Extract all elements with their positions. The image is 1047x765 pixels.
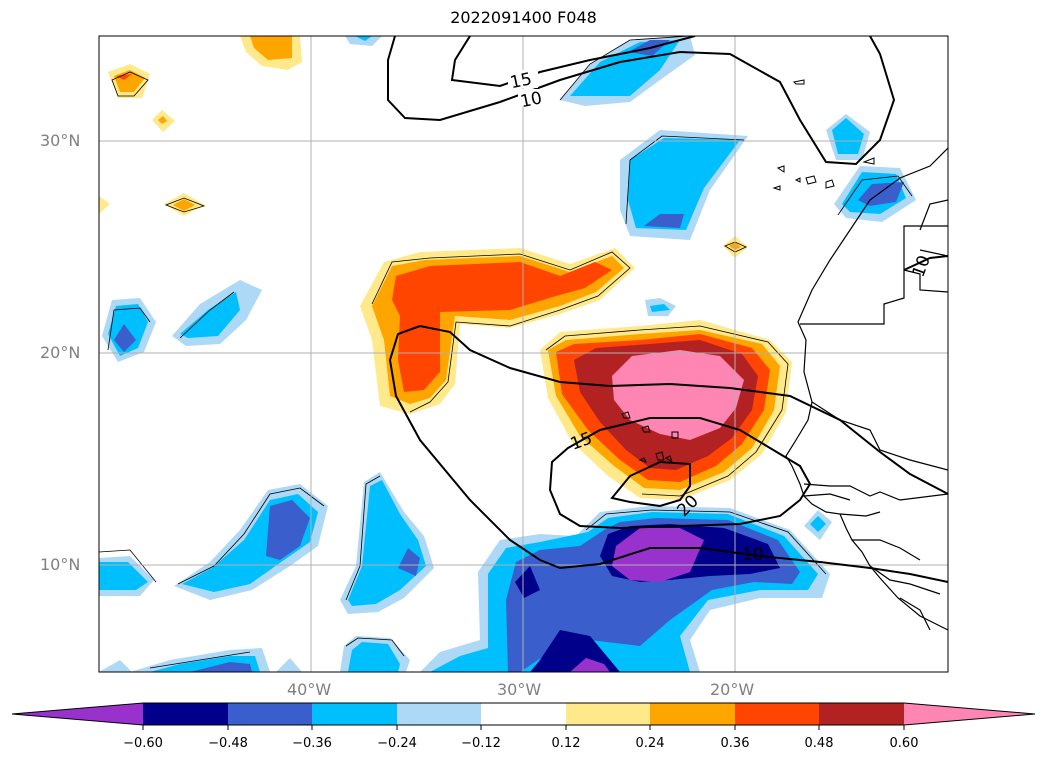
colorbar-tick-label: 0.36 (720, 736, 750, 751)
colorbar-extend-low (12, 703, 143, 725)
contour-label-10-north: 10 (519, 88, 544, 112)
coastline (785, 147, 948, 631)
colorbar-segment (819, 703, 904, 725)
lat-label-10n: 10°N (40, 555, 81, 574)
isolines (387, 36, 948, 583)
islands (621, 79, 875, 464)
colorbar-segment (143, 703, 228, 725)
colorbar-tick-label: 0.48 (804, 736, 834, 751)
map-frame (98, 35, 949, 673)
colorbar (11, 702, 1036, 730)
colorbar-segment (650, 703, 735, 725)
map-title: 2022091400 F048 (450, 8, 597, 27)
shaded-field (99, 36, 916, 672)
colorbar-segment (397, 703, 481, 725)
colorbar-tick-label: −0.60 (123, 736, 163, 751)
colorbar-tick-label: 0.60 (889, 736, 919, 751)
contour-label-10-east: 10 (909, 253, 935, 280)
colorbar-segment (312, 703, 397, 725)
colorbar-segment (735, 703, 819, 725)
graticule (99, 36, 948, 672)
colorbar-tick-label: −0.36 (292, 736, 332, 751)
colorbar-tick-label: −0.48 (208, 736, 248, 751)
colorbar-tick-label: −0.24 (377, 736, 417, 751)
colorbar-tick-label: 0.24 (635, 736, 665, 751)
colorbar-segment (481, 703, 566, 725)
lat-label-20n: 20°N (40, 343, 81, 362)
colorbar-tick-label: 0.12 (551, 736, 581, 751)
lat-label-30n: 30°N (40, 131, 81, 150)
lon-label-20w: 20°W (710, 680, 755, 699)
colorbar-segment (228, 703, 312, 725)
colorbar-segment (566, 703, 650, 725)
colorbar-tick-label: −0.12 (461, 736, 501, 751)
colorbar-extend-high (904, 703, 1035, 725)
lon-label-30w: 30°W (497, 680, 542, 699)
contour-label-10-south: 10 (742, 545, 764, 565)
lon-label-40w: 40°W (287, 680, 332, 699)
